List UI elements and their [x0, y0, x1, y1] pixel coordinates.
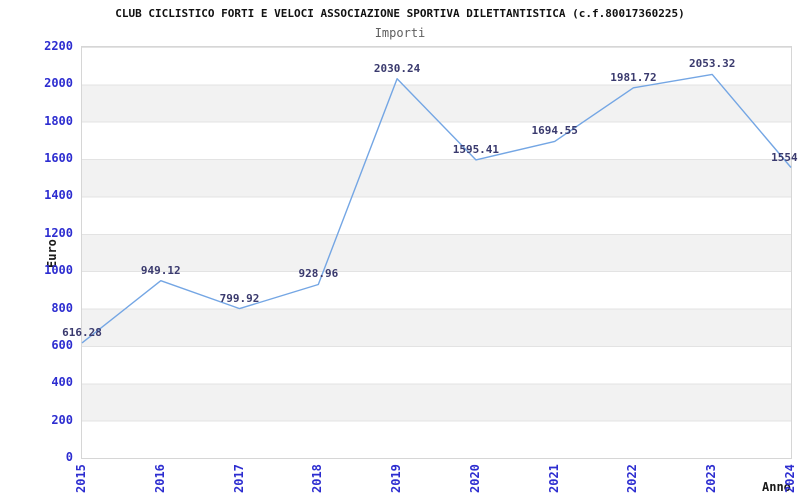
data-point-label: 799.92 — [219, 291, 260, 305]
data-point-label: 949.12 — [140, 263, 181, 277]
y-tick-label: 0 — [65, 450, 73, 464]
x-tick-label: 2024 — [783, 464, 797, 493]
y-tick-label: 2000 — [44, 76, 73, 91]
x-tick-label: 2021 — [546, 464, 561, 493]
y-tick-label: 1600 — [44, 151, 73, 166]
data-point-label: 616.28 — [62, 325, 102, 339]
x-tick-label: 2015 — [74, 464, 88, 493]
data-point-label: 2053.32 — [689, 57, 736, 71]
data-point-label: 1694.55 — [531, 124, 578, 138]
x-tick-label: 2018 — [310, 464, 325, 493]
x-tick-label: 2016 — [152, 464, 167, 493]
y-tick-label: 200 — [51, 412, 73, 427]
data-point-label: 1554.9 — [771, 150, 800, 164]
y-tick-label: 600 — [51, 337, 73, 352]
x-tick-label: 2017 — [231, 464, 246, 493]
data-point-label: 928.96 — [298, 267, 339, 281]
chart-subtitle: Importi — [374, 26, 426, 40]
chart-title: CLUB CICLISTICO FORTI E VELOCI ASSOCIAZI… — [115, 7, 685, 20]
x-tick-label: 2020 — [467, 464, 482, 493]
y-tick-label: 400 — [51, 375, 73, 390]
x-tick-label: 2022 — [625, 464, 640, 493]
y-tick-label: 1400 — [44, 188, 73, 203]
y-tick-label: 1200 — [44, 225, 73, 240]
data-point-label: 1595.41 — [452, 142, 500, 156]
importi-line — [81, 73, 792, 344]
y-tick-label: 2200 — [44, 39, 73, 53]
data-point-label: 1981.72 — [610, 70, 657, 84]
x-tick-label: 2023 — [704, 464, 719, 493]
y-tick-label: 1000 — [44, 263, 73, 278]
data-point-label: 2030.24 — [373, 61, 421, 75]
line-series-svg — [81, 73, 792, 344]
plot-area: 616.28 949.12 799.92 928.96 2030.24 1595.41 16… — [62, 46, 800, 459]
y-tick-label: 800 — [51, 300, 73, 315]
x-axis-title: Anno — [762, 480, 791, 494]
y-tick-label: 1800 — [44, 113, 73, 128]
x-tick-label: 2019 — [389, 464, 404, 493]
